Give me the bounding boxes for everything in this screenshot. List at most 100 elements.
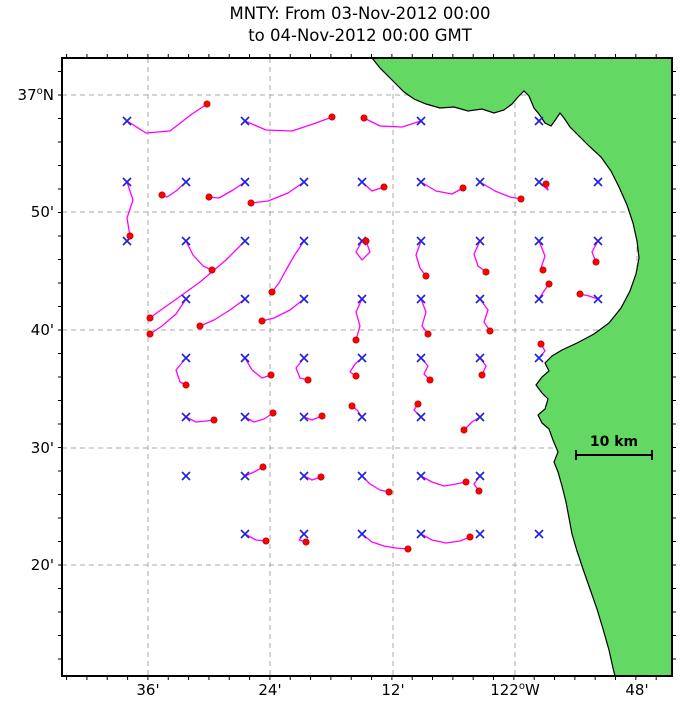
- trajectory-path: [175, 357, 187, 386]
- grid-x-marker: [299, 529, 309, 539]
- grid-x-marker: [416, 236, 426, 246]
- grid-x-marker: [299, 177, 309, 187]
- y-axis-tick-label: 50': [31, 203, 54, 221]
- trajectory-end-dot: [576, 290, 584, 298]
- grid-x-marker: [593, 177, 603, 187]
- grid-x-marker: [475, 471, 485, 481]
- trajectory-path: [361, 533, 409, 550]
- grid-x-marker: [534, 177, 544, 187]
- grid-x-marker: [475, 294, 485, 304]
- trajectory-end-dot: [404, 545, 412, 553]
- grid-x-marker: [181, 294, 191, 304]
- y-axis-tick-label: 37oN: [18, 86, 54, 104]
- grid-x-marker: [240, 177, 250, 187]
- trajectory-path: [185, 240, 213, 271]
- grid-x-marker: [181, 177, 191, 187]
- scale-bar-label: 10 km: [590, 434, 638, 450]
- trajectory-path: [199, 298, 246, 327]
- trajectory-end-dot: [126, 232, 134, 240]
- grid-x-marker: [240, 236, 250, 246]
- trajectory-path: [208, 181, 246, 199]
- trajectory-path: [538, 240, 546, 271]
- grid-x-marker: [416, 412, 426, 422]
- trajectory-path: [591, 240, 599, 263]
- trajectory-path: [420, 475, 467, 487]
- trajectory-end-dot: [182, 381, 190, 389]
- grid-x-marker: [357, 529, 367, 539]
- trajectory-end-dot: [269, 409, 277, 417]
- trajectory-path: [420, 181, 464, 195]
- grid-x-marker: [357, 471, 367, 481]
- trajectory-path: [244, 412, 274, 423]
- trajectory-end-dot: [262, 537, 270, 545]
- x-axis-tick-label: 36': [136, 681, 159, 699]
- grid-x-marker: [416, 471, 426, 481]
- grid-x-marker: [416, 177, 426, 187]
- grid-x-marker: [357, 412, 367, 422]
- trajectory-end-dot: [592, 258, 600, 266]
- trajectory-path: [355, 298, 363, 341]
- trajectory-path: [361, 475, 390, 493]
- grid-x-marker: [240, 116, 250, 126]
- trajectory-end-dot: [268, 288, 276, 296]
- trajectory-path: [479, 181, 522, 200]
- trajectory-end-dot: [385, 488, 393, 496]
- grid-x-marker: [299, 294, 309, 304]
- trajectory-end-dot: [517, 195, 525, 203]
- grid-x-marker: [534, 294, 544, 304]
- trajectory-path: [295, 357, 309, 381]
- x-axis-tick-label: 12': [381, 681, 404, 699]
- trajectory-end-dot: [424, 330, 432, 338]
- trajectory-end-dot: [542, 180, 550, 188]
- trajectory-path: [479, 298, 491, 332]
- trajectory-end-dot: [352, 372, 360, 380]
- trajectory-end-dot: [380, 183, 388, 191]
- grid-x-marker: [534, 236, 544, 246]
- grid-x-marker: [475, 353, 485, 363]
- trajectory-end-dot: [146, 330, 154, 338]
- trajectory-end-dot: [482, 268, 490, 276]
- grid-x-marker: [534, 353, 544, 363]
- grid-x-marker: [534, 529, 544, 539]
- trajectory-path: [244, 116, 333, 132]
- grid-x-marker: [475, 236, 485, 246]
- trajectory-path: [149, 240, 246, 319]
- grid-x-marker: [357, 294, 367, 304]
- y-axis-tick-label: 40': [31, 321, 54, 339]
- grid-x-marker: [240, 471, 250, 481]
- trajectory-path: [271, 240, 305, 293]
- trajectory-end-dot: [318, 412, 326, 420]
- grid-x-marker: [181, 471, 191, 481]
- trajectory-end-dot: [460, 426, 468, 434]
- grid-x-marker: [416, 294, 426, 304]
- trajectory-end-dot: [414, 400, 422, 408]
- grid-x-marker: [416, 529, 426, 539]
- trajectory-end-dot: [247, 199, 255, 207]
- trajectory-end-dot: [426, 376, 434, 384]
- trajectory-end-dot: [208, 266, 216, 274]
- trajectory-path: [161, 181, 187, 198]
- trajectory-end-dot: [317, 473, 325, 481]
- grid-x-marker: [181, 236, 191, 246]
- grid-x-marker: [416, 116, 426, 126]
- trajectory-path: [149, 298, 187, 335]
- trajectory-path: [244, 357, 272, 379]
- grid-x-marker: [181, 353, 191, 363]
- trajectory-end-dot: [146, 314, 154, 322]
- y-axis-tick-label: 30': [31, 439, 54, 457]
- grid-x-marker: [475, 529, 485, 539]
- grid-x-marker: [475, 177, 485, 187]
- trajectory-end-dot: [210, 416, 218, 424]
- trajectory-path: [261, 298, 305, 322]
- trajectory-end-dot: [258, 317, 266, 325]
- trajectory-end-dot: [302, 538, 310, 546]
- trajectory-end-dot: [486, 327, 494, 335]
- trajectory-end-dot: [304, 376, 312, 384]
- grid-x-marker: [299, 412, 309, 422]
- grid-x-marker: [593, 294, 603, 304]
- trajectory-end-dot: [475, 487, 483, 495]
- trajectory-path: [303, 415, 323, 421]
- trajectory-end-dot: [362, 237, 370, 245]
- grid-x-marker: [122, 177, 132, 187]
- trajectory-path: [355, 240, 371, 261]
